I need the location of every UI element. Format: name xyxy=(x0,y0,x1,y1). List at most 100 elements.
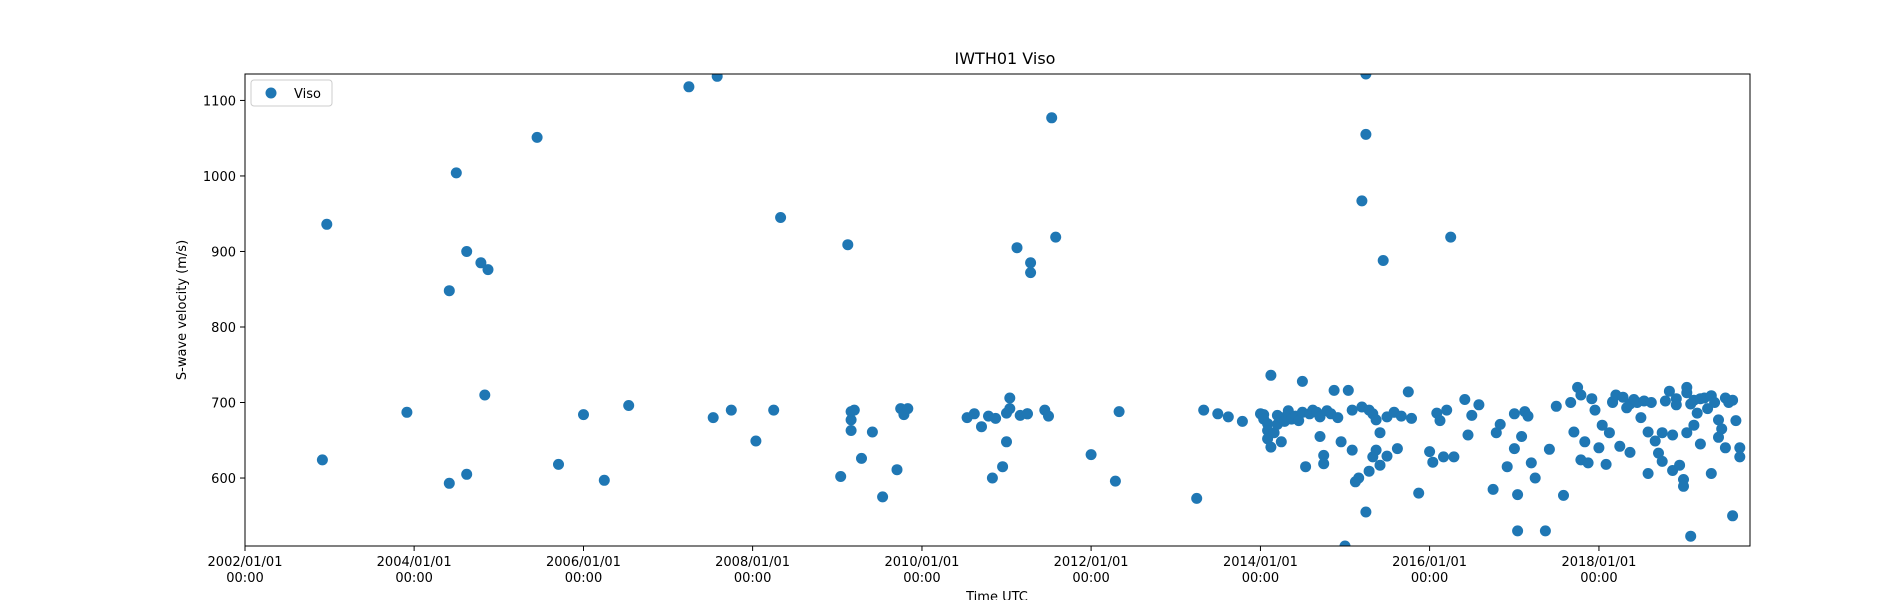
y-axis: 600 700 800 900 1000 1100 xyxy=(203,94,245,487)
chart-title: IWTH01 Viso xyxy=(955,49,1056,68)
data-point xyxy=(1642,468,1654,479)
data-point xyxy=(1360,506,1372,518)
data-point xyxy=(1709,397,1721,408)
data-point xyxy=(683,81,695,93)
plot-frame xyxy=(244,73,1751,547)
data-point xyxy=(482,264,494,276)
y-tick-label: 700 xyxy=(211,397,236,412)
data-point xyxy=(1617,391,1629,403)
data-point xyxy=(1335,436,1347,448)
data-point xyxy=(1543,443,1555,455)
data-point xyxy=(1600,458,1612,470)
data-point xyxy=(976,421,987,433)
data-point xyxy=(1424,446,1436,458)
data-point xyxy=(1050,231,1062,243)
legend-marker xyxy=(265,87,277,99)
data-point xyxy=(553,458,564,470)
data-point xyxy=(578,409,589,421)
data-point xyxy=(902,403,914,415)
data-point xyxy=(1539,525,1551,537)
data-point xyxy=(1001,436,1012,448)
data-point xyxy=(1678,480,1689,492)
data-point xyxy=(1356,195,1368,207)
data-point xyxy=(1501,461,1513,473)
data-point xyxy=(1645,397,1657,408)
data-point xyxy=(1525,457,1537,469)
data-point xyxy=(1719,442,1731,454)
data-point xyxy=(1681,427,1693,439)
data-point xyxy=(443,285,455,297)
data-point xyxy=(1516,431,1528,442)
data-point xyxy=(707,412,719,424)
y-tick-label: 800 xyxy=(211,321,236,336)
data-point xyxy=(1391,443,1403,455)
data-point xyxy=(1374,459,1386,471)
x-tick-label-time: 00:00 xyxy=(734,571,771,586)
data-point xyxy=(1727,510,1739,522)
legend: Viso xyxy=(250,79,333,107)
data-point xyxy=(845,414,857,426)
x-tick-label-time: 00:00 xyxy=(565,571,602,586)
data-point xyxy=(1318,449,1330,461)
data-point xyxy=(1653,447,1664,459)
data-point xyxy=(848,404,860,416)
legend-box xyxy=(250,79,333,107)
data-point xyxy=(1043,410,1054,422)
data-point xyxy=(1448,451,1460,463)
data-point xyxy=(1656,455,1668,467)
data-point xyxy=(1624,446,1636,458)
data-point xyxy=(1198,404,1210,416)
x-tick-label-date: 2006/01/01 xyxy=(546,555,621,570)
data-point xyxy=(1402,386,1414,398)
data-point xyxy=(1663,385,1675,397)
data-point xyxy=(1212,408,1224,420)
x-tick-label-time: 00:00 xyxy=(1411,571,1448,586)
data-point xyxy=(1705,468,1717,479)
data-point xyxy=(1734,451,1746,463)
data-point xyxy=(1462,429,1474,441)
data-point xyxy=(1694,438,1706,450)
data-point xyxy=(1011,242,1023,254)
data-point xyxy=(1508,443,1520,455)
data-point xyxy=(750,435,762,447)
data-point xyxy=(1667,429,1679,441)
data-point xyxy=(1021,408,1033,420)
data-point xyxy=(623,400,635,411)
data-point xyxy=(1565,397,1577,408)
x-tick-label-date: 2014/01/01 xyxy=(1223,555,1298,570)
data-point xyxy=(1575,389,1587,401)
data-point xyxy=(1659,395,1671,407)
data-point xyxy=(1713,431,1724,443)
data-point xyxy=(1550,400,1562,412)
data-point xyxy=(1381,450,1393,462)
data-point xyxy=(1730,415,1742,427)
x-tick-label-date: 2004/01/01 xyxy=(377,555,452,570)
x-tick-label-date: 2016/01/01 xyxy=(1392,555,1467,570)
data-point xyxy=(1346,444,1358,456)
data-point xyxy=(775,212,787,223)
x-tick-label-time: 00:00 xyxy=(903,571,940,586)
data-point xyxy=(1360,74,1372,80)
data-point xyxy=(1296,375,1308,387)
data-point xyxy=(1025,267,1037,279)
data-point xyxy=(1222,411,1234,423)
data-point xyxy=(450,167,462,179)
data-point xyxy=(1568,426,1580,438)
data-point xyxy=(1406,412,1417,424)
data-point xyxy=(1300,461,1312,473)
data-point xyxy=(1727,394,1739,406)
data-point xyxy=(1508,408,1520,420)
data-point xyxy=(1046,112,1058,124)
data-point xyxy=(1441,404,1453,416)
data-point xyxy=(1466,409,1478,421)
data-point xyxy=(1275,436,1287,448)
data-point xyxy=(725,404,737,416)
data-point xyxy=(891,464,903,476)
data-point xyxy=(1586,393,1598,405)
data-point xyxy=(1529,472,1541,484)
data-point xyxy=(1346,404,1358,416)
data-point xyxy=(1494,418,1506,430)
data-point xyxy=(1085,449,1097,461)
legend-entry-viso: Viso xyxy=(294,87,321,102)
data-point xyxy=(845,425,857,436)
